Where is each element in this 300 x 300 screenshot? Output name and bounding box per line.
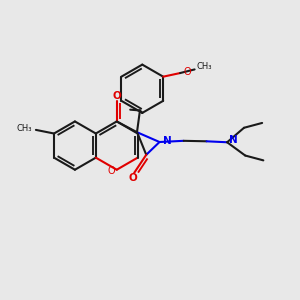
Text: CH₃: CH₃	[17, 124, 32, 133]
Text: N: N	[230, 136, 238, 146]
Text: O: O	[113, 91, 122, 100]
Text: O: O	[128, 173, 137, 183]
Text: N: N	[163, 136, 172, 146]
Text: CH₃: CH₃	[196, 62, 212, 71]
Text: O: O	[108, 166, 115, 176]
Text: O: O	[184, 67, 192, 77]
